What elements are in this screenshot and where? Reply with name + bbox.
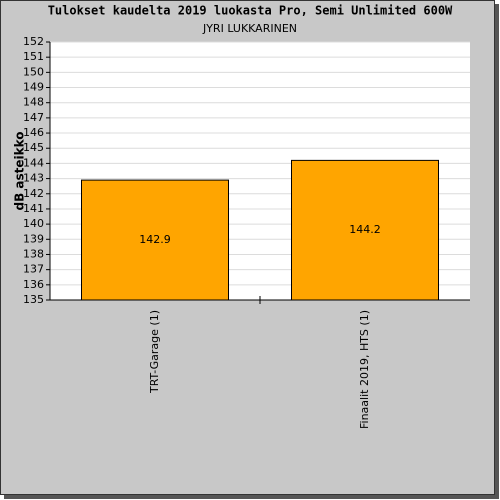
y-tick-label: 143 <box>23 172 44 185</box>
y-tick-label: 144 <box>23 156 44 169</box>
value-label: 142.9 <box>139 233 171 246</box>
y-axis-label: dB asteikko <box>13 131 27 210</box>
y-tick-label: 141 <box>23 202 44 215</box>
bar <box>81 179 229 301</box>
y-tick-label: 142 <box>23 187 44 200</box>
y-tick-label: 151 <box>23 50 44 63</box>
y-tick-label: 136 <box>23 278 44 291</box>
value-label: 144.2 <box>349 223 381 236</box>
y-tick-label: 139 <box>23 232 44 245</box>
y-tick-label: 145 <box>23 141 44 154</box>
y-tick-label: 152 <box>23 35 44 48</box>
y-tick-label: 148 <box>23 96 44 109</box>
y-tick-label: 138 <box>23 247 44 260</box>
y-tick-label: 146 <box>23 126 44 139</box>
y-tick-label: 149 <box>23 81 44 94</box>
y-tick-label: 147 <box>23 111 44 124</box>
y-tick-label: 135 <box>23 293 44 306</box>
chart-title: Tulokset kaudelta 2019 luokasta Pro, Sem… <box>48 4 453 18</box>
y-tick-label: 140 <box>23 217 44 230</box>
chart-subtitle: JYRI LUKKARINEN <box>202 22 297 35</box>
y-tick-label: 137 <box>23 263 44 276</box>
bar <box>291 159 439 301</box>
y-tick-label: 150 <box>23 65 44 78</box>
x-tick-label: TRT-Garage (1) <box>148 310 161 394</box>
x-tick-label: Finaalit 2019, HTS (1) <box>358 310 371 429</box>
